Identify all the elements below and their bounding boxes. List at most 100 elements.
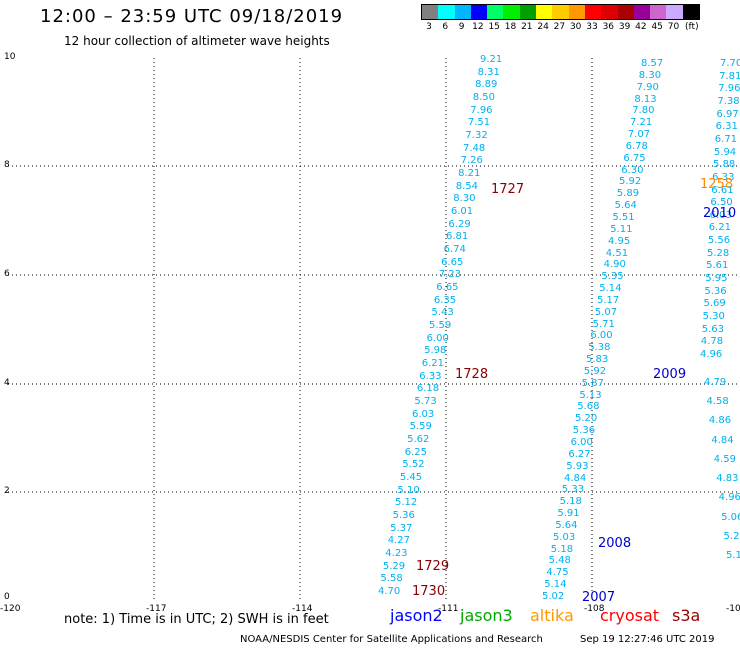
wave-height-value: 6.30 [621, 164, 644, 176]
wave-height-value: 5.59 [429, 320, 452, 331]
legend-label: 3 [426, 22, 432, 32]
pass-time-label: 2009 [653, 367, 687, 382]
legend-label: (ft) [685, 22, 699, 32]
wave-height-value: 6.03 [412, 408, 435, 420]
wave-height-value: 4.58 [706, 396, 729, 408]
legend-swatch [584, 5, 602, 19]
wave-height-value: 8.13 [634, 93, 657, 105]
wave-height-value: 4.84 [711, 434, 734, 446]
wave-height-value: 7.80 [632, 105, 655, 117]
wave-height-value: 4.70 [378, 586, 401, 597]
wave-height-value: 5.29 [382, 560, 406, 572]
wave-height-value: 5.87 [581, 377, 604, 389]
legend-swatch [422, 5, 439, 19]
pass-time-label: 2007 [582, 590, 616, 605]
wave-height-value: 5.91 [557, 508, 580, 520]
wave-height-value: 5.35 [601, 271, 624, 283]
legend-swatch [438, 5, 455, 19]
wave-height-value: 8.21 [458, 168, 481, 179]
longitude-tick-label: -111 [438, 604, 459, 614]
wave-height-value: 5.20 [575, 413, 598, 425]
wave-height-value: 5.95 [705, 273, 728, 285]
wave-height-value: 5.71 [592, 318, 615, 330]
legend-swatch [470, 5, 488, 19]
latitude-tick-label: 4 [4, 378, 10, 388]
wave-height-value: 6.27 [568, 448, 591, 460]
wave-height-value: 5.20 [723, 530, 740, 542]
wave-height-value: 6.35 [433, 294, 457, 306]
wave-height-value: 4.90 [603, 259, 626, 271]
wave-height-value: 4.23 [385, 548, 408, 559]
color-legend: 3 6 9 12 15 18 21 24 27 30 33 36 39 42 45 70 (ft) [421, 4, 701, 34]
wave-height-value: 7.96 [470, 104, 493, 116]
wave-height-value: 6.97 [716, 108, 739, 120]
wave-height-value: 5.63 [701, 323, 724, 335]
latitude-tick-label: 10 [4, 52, 16, 62]
satellite-name-jason2: jason2 [390, 606, 443, 625]
wave-height-value: 5.38 [588, 342, 611, 354]
wave-height-value: 5.07 [594, 306, 618, 318]
wave-height-value: 6.25 [404, 446, 427, 458]
legend-swatch [568, 5, 585, 19]
pass-time-label: 1729 [416, 559, 450, 574]
wave-height-value: 6.18 [416, 383, 440, 395]
wave-height-value: 5.37 [390, 522, 413, 534]
wave-height-value: 6.33 [419, 370, 442, 382]
legend-label: 30 [569, 22, 582, 32]
wave-height-value: 4.75 [546, 567, 569, 579]
wave-height-value: 6.00 [570, 437, 593, 449]
wave-height-value: 9.21 [480, 54, 503, 65]
wave-height-value: 4.86 [708, 415, 732, 427]
wave-height-value: 5.94 [713, 146, 737, 158]
legend-label: 24 [537, 22, 549, 32]
pass-time-label: 1258 [700, 177, 734, 192]
wave-height-value: 5.62 [407, 434, 430, 445]
wave-height-value: 5.18 [559, 496, 582, 508]
wave-height-value: 6.00 [590, 330, 613, 342]
pass-time-label: 1730 [412, 584, 446, 599]
wave-height-value: 7.26 [460, 155, 483, 167]
wave-height-value: 5.93 [566, 460, 589, 472]
wave-height-value: 8.50 [472, 92, 495, 103]
units-note: note: 1) Time is in UTC; 2) SWH is in fe… [64, 612, 329, 627]
wave-height-value: 6.75 [623, 152, 646, 164]
legend-swatches [421, 4, 701, 20]
legend-label: 12 [472, 22, 484, 32]
pass-time-label: 1728 [455, 367, 489, 382]
legend-label: 9 [458, 22, 465, 32]
longitude-tick-label: -120 [0, 604, 21, 614]
legend-swatch [487, 5, 504, 19]
legend-swatch [552, 5, 569, 19]
wave-height-value: 6.00 [426, 332, 449, 344]
longitude-tick-label: -108 [584, 604, 605, 614]
wave-height-value: 5.58 [380, 573, 403, 585]
wave-height-value: 5.02 [542, 591, 565, 602]
wave-height-value: 5.33 [561, 484, 585, 496]
wave-height-value: 5.10 [726, 550, 740, 561]
wave-height-value: 4.95 [608, 235, 631, 247]
latitude-tick-label: 2 [4, 486, 10, 496]
legend-swatch [536, 5, 553, 19]
wave-height-value: 7.32 [465, 130, 488, 141]
wave-height-value: 7.96 [718, 83, 740, 95]
wave-height-value: 7.90 [636, 81, 659, 93]
wave-height-value: 7.81 [719, 70, 740, 82]
wave-height-map [8, 58, 738, 600]
wave-height-value: 5.43 [431, 307, 454, 319]
legend-swatch [601, 5, 618, 19]
wave-height-value: 8.30 [638, 69, 662, 81]
wave-height-value: 5.18 [550, 543, 574, 555]
legend-label: 18 [504, 22, 517, 32]
legend-swatch [454, 5, 471, 19]
satellite-name-cryosat: cryosat [600, 606, 660, 625]
wave-height-value: 5.03 [553, 531, 576, 543]
wave-height-value: 5.61 [706, 260, 729, 272]
wave-height-value: 6.21 [421, 358, 444, 369]
wave-height-value: 5.88 [713, 159, 736, 171]
satellite-name-altika: altika [530, 606, 574, 625]
wave-height-value: 5.64 [555, 519, 578, 531]
map-grid [8, 58, 738, 600]
legend-swatch [650, 5, 667, 19]
page-subtitle: 12 hour collection of altimeter wave hei… [64, 34, 330, 48]
longitude-tick-label: -114 [292, 604, 313, 614]
